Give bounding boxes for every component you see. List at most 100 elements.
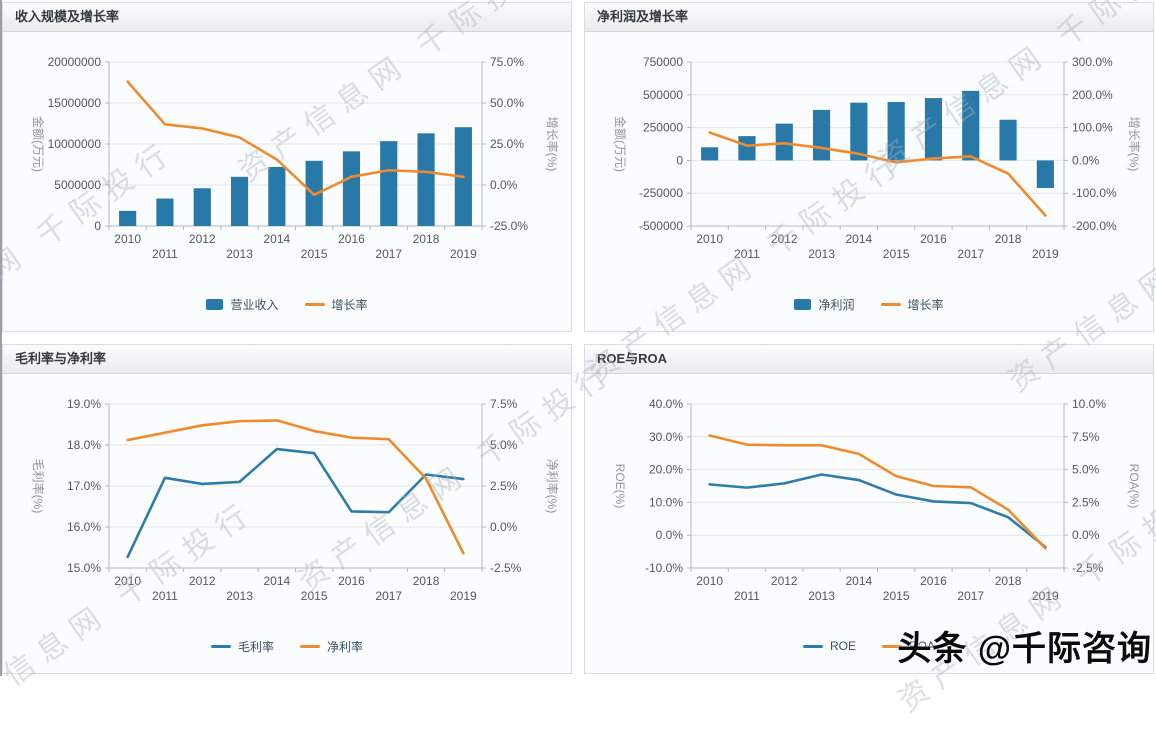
legend-label: 营业收入	[230, 297, 279, 312]
x-axis-year-label: 2019	[1032, 589, 1059, 603]
left-axis-tick: 15000000	[48, 96, 102, 110]
right-axis-tick: 0.0%	[1072, 153, 1100, 167]
line-series	[126, 447, 465, 559]
bar	[268, 166, 286, 226]
bar	[119, 210, 137, 226]
legend-line-swatch	[880, 302, 901, 306]
x-axis-year-label: 2015	[883, 589, 910, 603]
legend-item-line[interactable]: ROE	[802, 639, 856, 653]
right-axis-name: 增长率(%)	[1127, 117, 1142, 172]
chart-legend: ROE ROA	[585, 636, 1153, 656]
window-left-border	[0, 0, 2, 676]
axes	[687, 403, 1068, 572]
legend-item-line[interactable]: ROA	[882, 639, 935, 653]
chart-title: ROE与ROA	[597, 351, 668, 366]
right-axis-tick: 5.0%	[1072, 463, 1100, 477]
legend-bar-swatch	[206, 298, 224, 310]
left-axis-tick: -10.0%	[645, 561, 683, 575]
chart-title: 毛利率与净利率	[15, 351, 107, 366]
bar	[342, 151, 361, 226]
x-axis-year-label: 2010	[114, 232, 141, 246]
x-axis-year-label: 2013	[226, 589, 253, 603]
bar	[193, 188, 211, 226]
bar	[775, 123, 793, 161]
legend-line-swatch	[210, 644, 231, 648]
bar-series	[701, 90, 1054, 188]
legend-item-bar[interactable]: 营业收入	[206, 296, 279, 313]
x-axis-year-label: 2012	[771, 232, 798, 246]
right-axis-tick: 200.0%	[1072, 88, 1113, 102]
legend-label: ROA	[909, 639, 936, 653]
gridlines	[691, 403, 1064, 536]
x-axis-year-label: 2018	[413, 232, 440, 246]
right-axis-tick: 2.5%	[1072, 495, 1100, 509]
right-axis-tick: -2.5%	[1072, 561, 1104, 575]
legend-item-line[interactable]: 增长率	[304, 296, 368, 313]
x-axis-year-label: 2017	[375, 589, 402, 603]
panel-header: 净利润及增长率	[585, 3, 1153, 32]
bar	[812, 109, 831, 161]
left-axis-tick: 250000	[643, 121, 683, 135]
right-axis-tick: -25.0%	[490, 219, 528, 233]
x-axis-year-label: 2016	[920, 574, 947, 588]
legend-item-line[interactable]: 增长率	[880, 296, 944, 313]
x-axis-year-label: 2015	[883, 247, 910, 261]
legend-line-swatch	[300, 644, 320, 648]
x-axis-year-label: 2014	[845, 232, 872, 246]
x-axis-year-label: 2019	[1032, 247, 1059, 261]
legend-item-line[interactable]: 毛利率	[210, 638, 274, 655]
legend-label: 毛利率	[237, 639, 274, 654]
left-axis-tick: -500000	[639, 219, 683, 233]
legend-label: 净利润	[818, 297, 855, 312]
line-series	[708, 131, 1047, 217]
gridlines	[109, 403, 482, 528]
chart-body: -10.0% 0.0% 10.0% 20.0% 30.0% 40.0% -2.5% 0.0% 2…	[585, 374, 1153, 656]
chart-body: -500000 -250000 0 250000 500000 750000 -200.0%…	[585, 32, 1153, 314]
left-axis-tick: 17.0%	[67, 479, 101, 493]
bar	[156, 198, 174, 226]
chart-body: 15.0% 16.0% 17.0% 18.0% 19.0% -2.5% 0.0% 2.5% 5.…	[3, 374, 571, 656]
x-axis-year-label: 2018	[995, 574, 1022, 588]
right-axis-tick: 50.0%	[490, 96, 524, 110]
roe-roa-chart: -10.0% 0.0% 10.0% 20.0% 30.0% 40.0% -2.5% 0.0% 2…	[613, 397, 1141, 603]
line-series	[708, 473, 1047, 549]
axes	[105, 403, 486, 572]
legend-label: 增长率	[907, 297, 944, 312]
x-axis-year-label: 2012	[189, 232, 216, 246]
bar	[999, 119, 1017, 161]
left-axis-tick: 20000000	[48, 55, 102, 69]
bar	[417, 133, 435, 226]
right-axis-tick: 7.5%	[1072, 430, 1100, 444]
bar	[230, 176, 249, 226]
x-axis-year-label: 2012	[771, 574, 798, 588]
x-axis-year-label: 2010	[696, 232, 723, 246]
x-axis-year-label: 2011	[152, 247, 178, 261]
left-axis-name: 金额(万元)	[613, 116, 628, 172]
panel-margins: 毛利率与净利率 15.0% 16.0% 17.0% 18.0% 19.0% -2.5% 0.…	[2, 344, 572, 674]
bar	[380, 141, 398, 226]
right-axis-tick: -100.0%	[1072, 186, 1117, 200]
left-axis-tick: -250000	[639, 186, 683, 200]
bar	[962, 90, 980, 161]
right-axis-tick: 2.5%	[490, 479, 518, 493]
legend-item-line[interactable]: 净利率	[300, 638, 363, 655]
netprofit-growth-chart: -500000 -250000 0 250000 500000 750000 -200.0%…	[613, 55, 1142, 261]
x-axis-year-label: 2017	[957, 589, 984, 603]
right-axis-tick: -200.0%	[1072, 219, 1117, 233]
axes	[687, 61, 1068, 230]
chart-title: 收入规模及增长率	[15, 9, 120, 24]
x-axis-year-label: 2016	[338, 574, 365, 588]
x-axis-year-label: 2018	[413, 574, 440, 588]
panel-header: 收入规模及增长率	[3, 3, 571, 32]
line-series	[126, 419, 465, 555]
panel-netprofit-growth: 净利润及增长率 -500000 -250000 0 250000 500000 75000…	[584, 2, 1154, 332]
x-axis-year-label: 2017	[375, 247, 402, 261]
legend-label: ROE	[829, 639, 856, 653]
right-axis-tick: 25.0%	[490, 137, 524, 151]
left-axis-tick: 15.0%	[67, 561, 101, 575]
legend-item-bar[interactable]: 净利润	[794, 296, 855, 313]
x-axis-year-label: 2010	[696, 574, 723, 588]
left-axis-tick: 500000	[643, 88, 683, 102]
right-axis-name: ROA(%)	[1127, 464, 1141, 509]
